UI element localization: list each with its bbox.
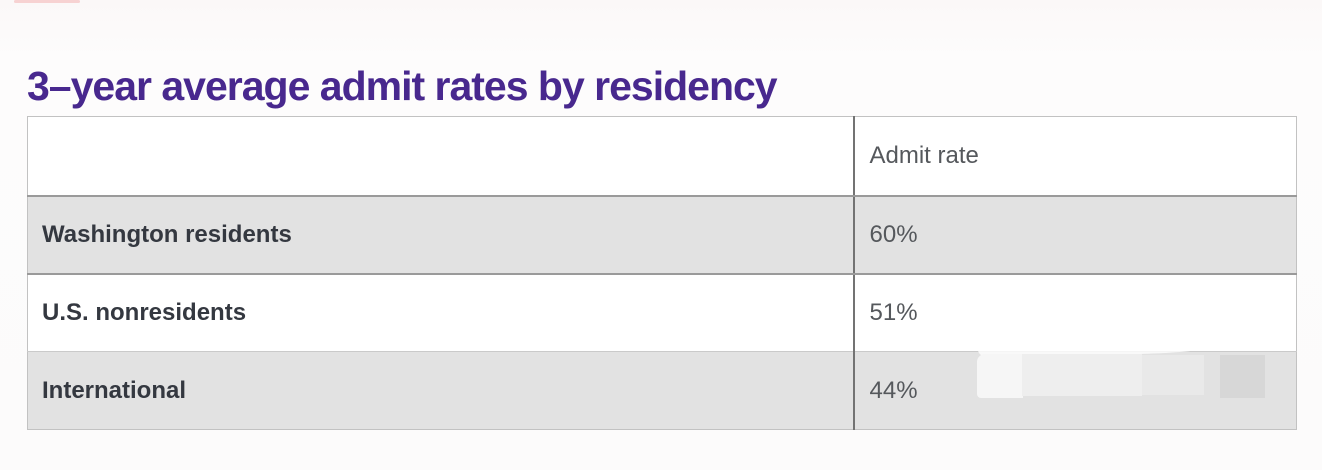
page-title: 3–year average admit rates by residency: [27, 63, 778, 110]
header-cell-admit-rate: Admit rate: [852, 116, 1297, 197]
row-label-us-nonresidents: U.S. nonresidents: [27, 273, 854, 352]
table-header-row: Admit rate: [27, 116, 1297, 197]
redaction-smudge: [1220, 355, 1265, 398]
row-value-us-nonresidents: 51%: [852, 273, 1297, 352]
row-label-international: International: [27, 351, 854, 430]
redaction-smudge: [1022, 354, 1142, 396]
table-row: Washington residents 60%: [27, 195, 1297, 275]
header-cell-empty: [27, 116, 854, 197]
row-label-washington-residents: Washington residents: [27, 195, 854, 275]
red-edge-artifact: [14, 0, 80, 3]
redaction-smudge: [1142, 355, 1204, 395]
table-row: U.S. nonresidents 51%: [27, 273, 1297, 352]
admit-rates-table: Admit rate Washington residents 60% U.S.…: [27, 116, 1297, 430]
redaction-smudge: [977, 354, 1023, 398]
row-value-washington-residents: 60%: [852, 195, 1297, 275]
